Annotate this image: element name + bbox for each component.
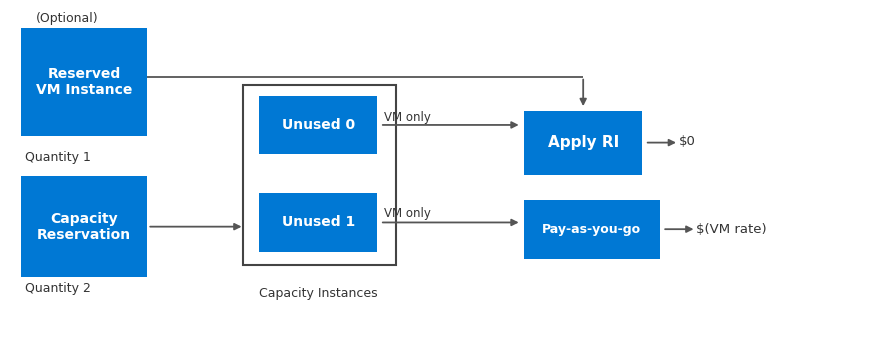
- Bar: [260, 193, 377, 252]
- Text: Unused 1: Unused 1: [282, 216, 355, 230]
- Text: VM only: VM only: [384, 111, 431, 124]
- Text: Unused 0: Unused 0: [282, 118, 355, 132]
- Text: Capacity Instances: Capacity Instances: [260, 287, 378, 300]
- Bar: [243, 85, 396, 265]
- Bar: [21, 176, 147, 277]
- Bar: [524, 200, 660, 259]
- Bar: [524, 111, 642, 175]
- Bar: [21, 28, 147, 136]
- Bar: [260, 96, 377, 154]
- Text: $(VM rate): $(VM rate): [696, 223, 767, 236]
- Text: Apply RI: Apply RI: [547, 135, 619, 150]
- Text: Quantity 1: Quantity 1: [25, 151, 91, 164]
- Text: Reserved
VM Instance: Reserved VM Instance: [36, 67, 132, 97]
- Text: $0: $0: [679, 135, 695, 148]
- Text: Quantity 2: Quantity 2: [25, 282, 91, 295]
- Text: Capacity
Reservation: Capacity Reservation: [37, 212, 131, 242]
- Text: (Optional): (Optional): [36, 12, 98, 25]
- Text: Pay-as-you-go: Pay-as-you-go: [542, 223, 641, 236]
- Text: VM only: VM only: [384, 207, 431, 220]
